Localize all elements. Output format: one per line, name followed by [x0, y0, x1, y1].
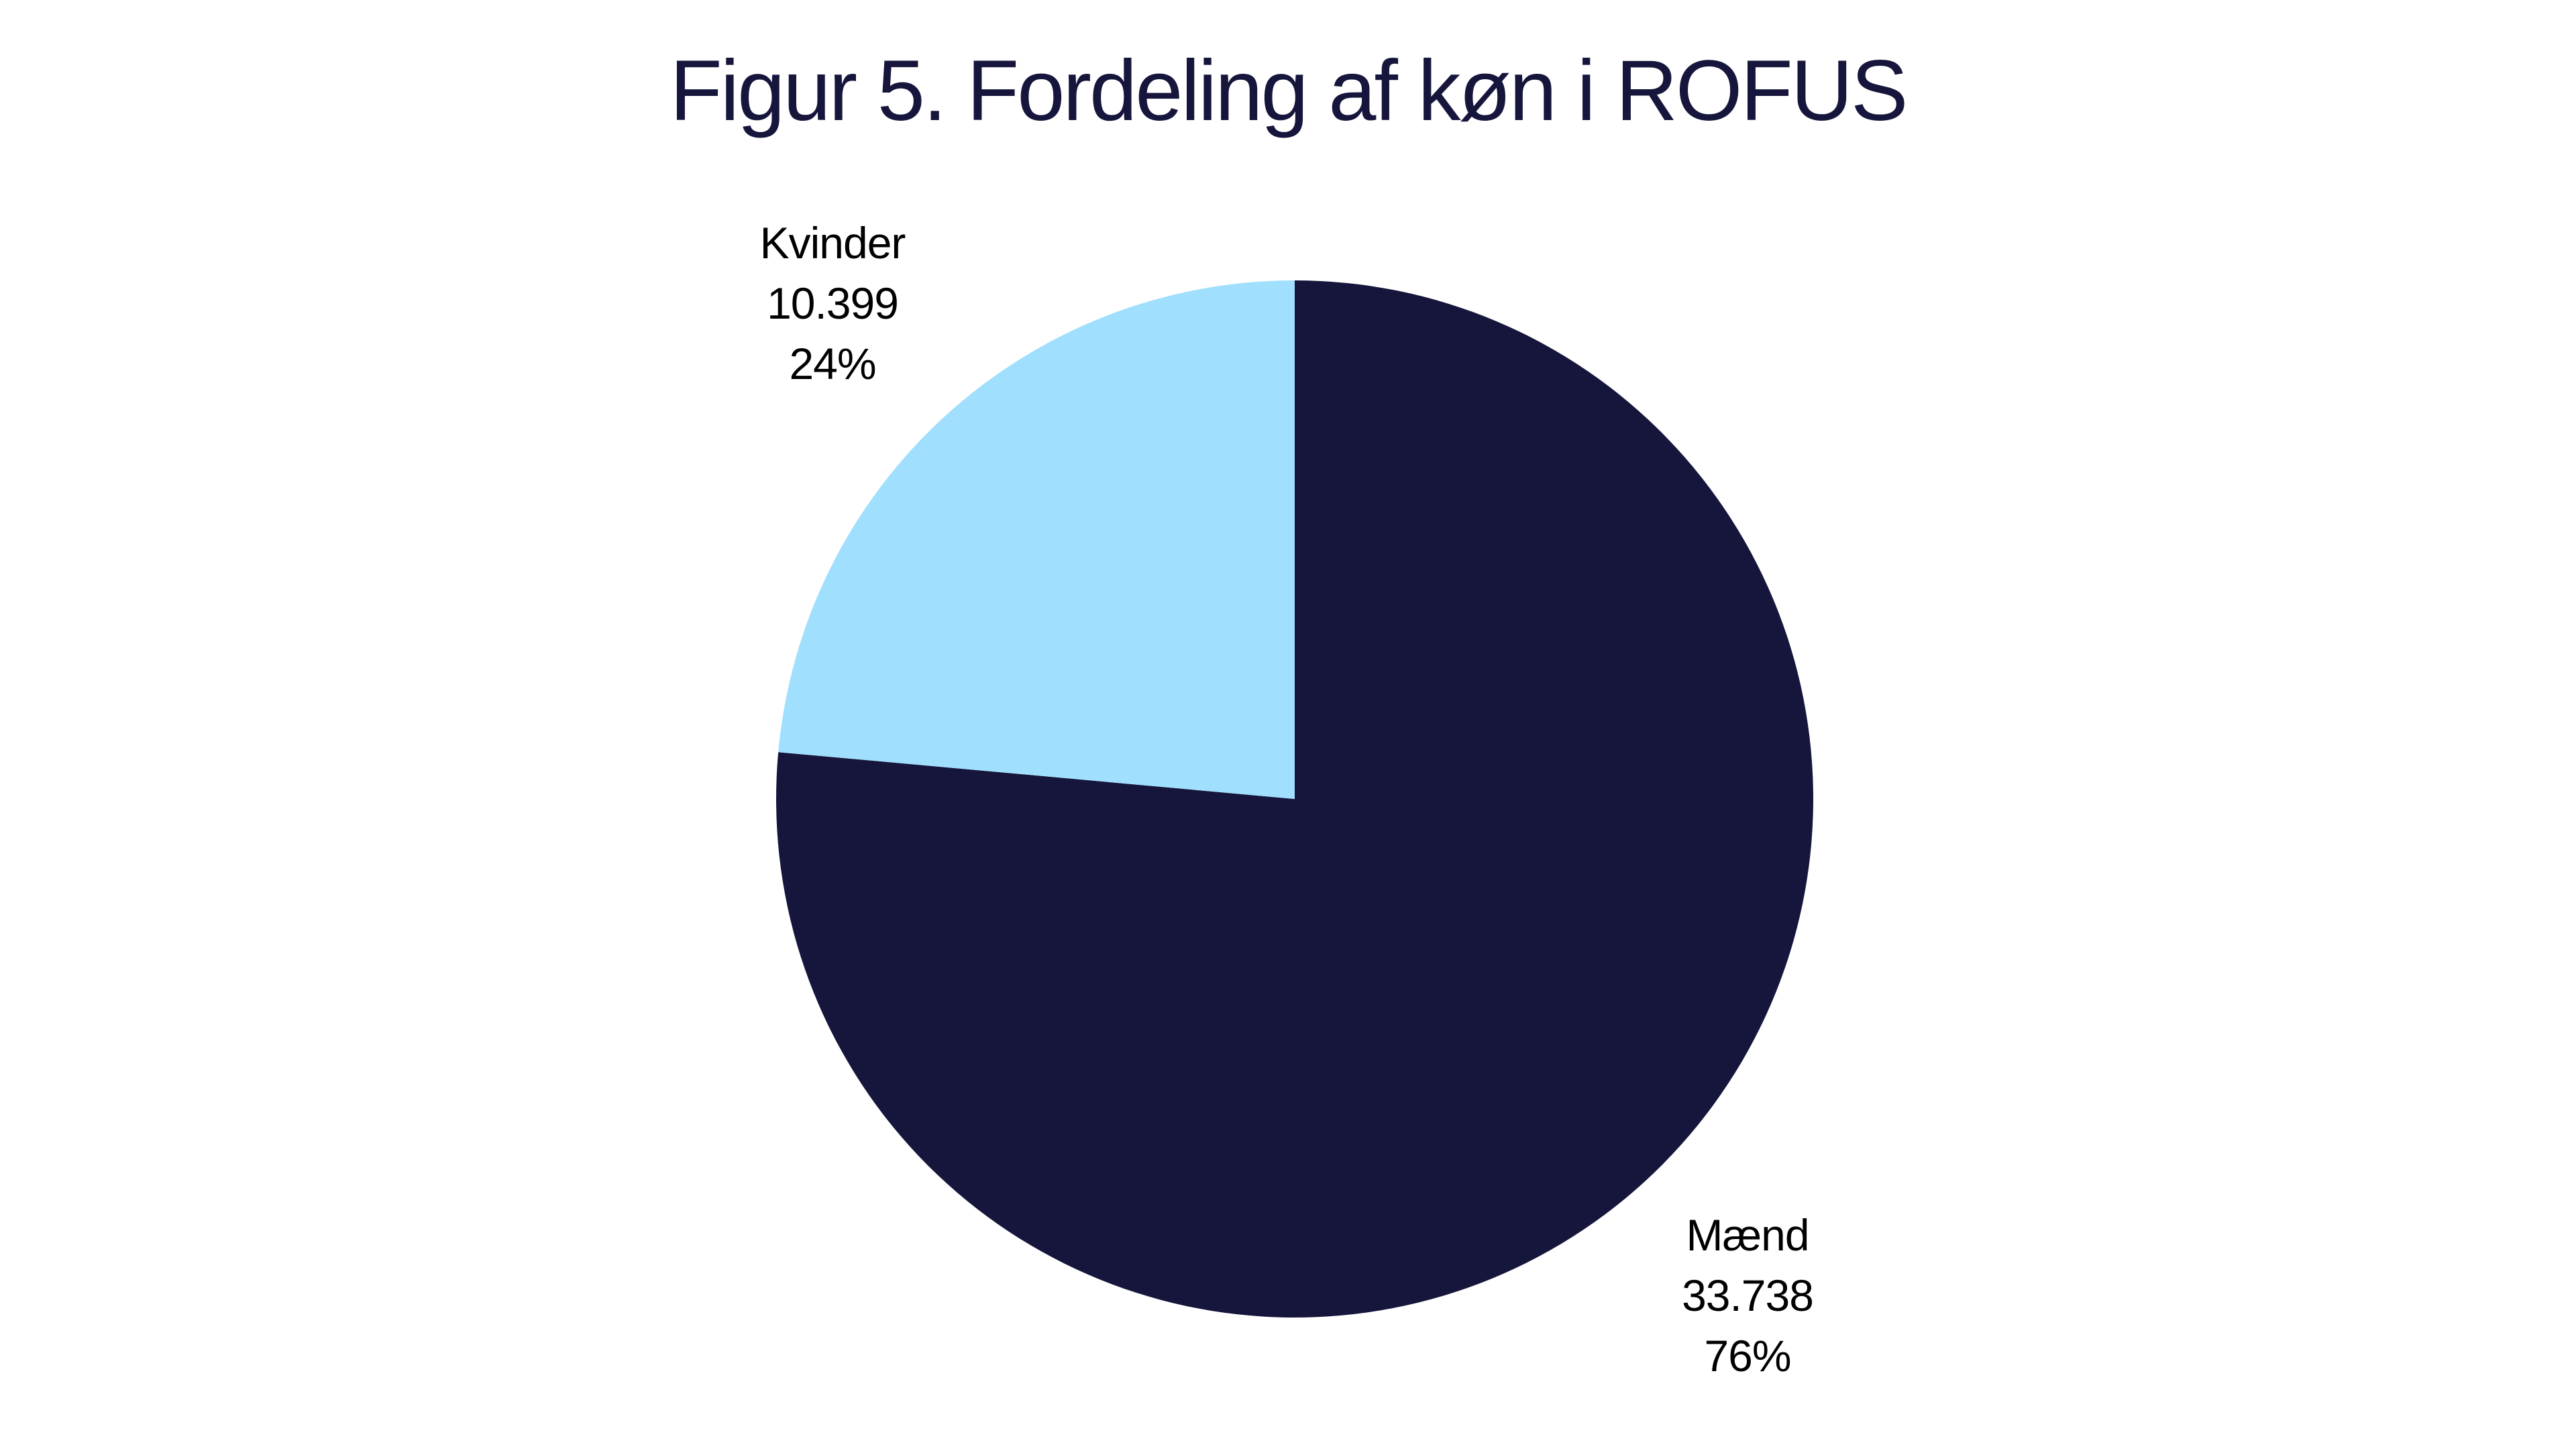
slice-label-name: Mænd — [1686, 1210, 1809, 1260]
slice-label-percent: 24% — [789, 339, 876, 388]
label-maend: Mænd 33.738 76% — [1580, 1205, 1915, 1386]
slice-label-value: 10.399 — [767, 278, 899, 328]
slice-label-name: Kvinder — [759, 218, 906, 268]
slice-label-value: 33.738 — [1682, 1271, 1814, 1320]
chart-title: Figur 5. Fordeling af køn i ROFUS — [669, 43, 1909, 139]
slice-label-percent: 76% — [1704, 1331, 1791, 1381]
label-kvinder: Kvinder 10.399 24% — [665, 213, 1000, 394]
pie-slice-kvinder — [778, 280, 1295, 799]
